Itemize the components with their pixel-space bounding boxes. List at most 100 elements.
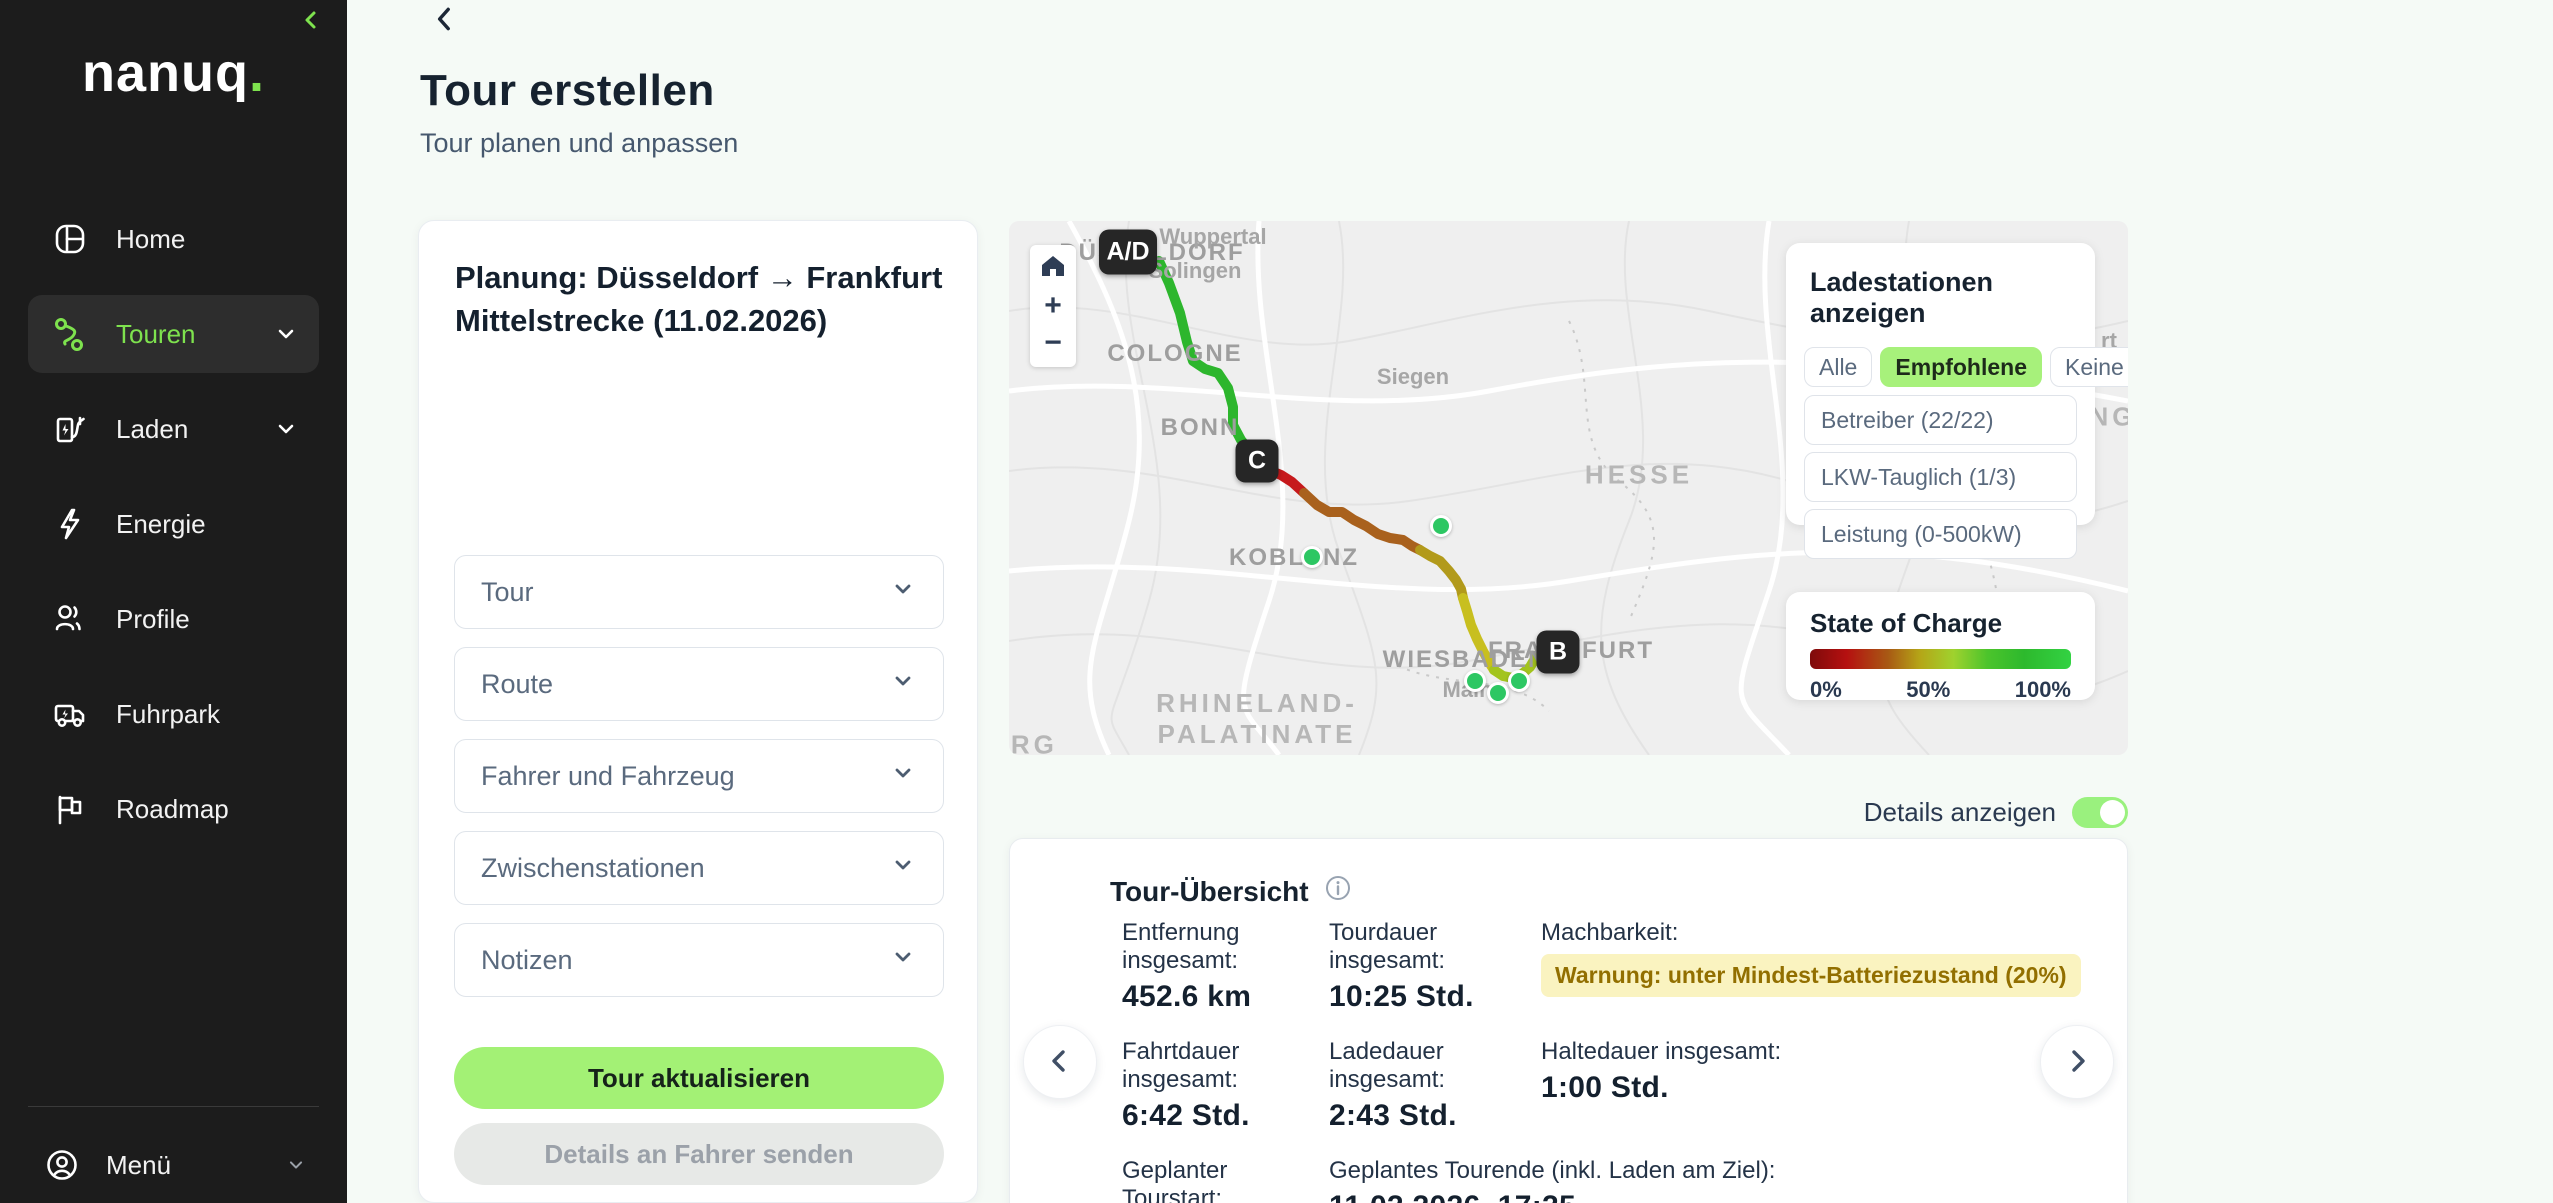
charging-station-dot[interactable] [1430,515,1452,537]
soc-tick-100: 100% [2014,677,2071,702]
accordion-fahrer-fahrzeug[interactable]: Fahrer und Fahrzeug [454,739,944,813]
overview-stats-grid: Entfernung insgesamt: 452.6 km Tourdauer… [1122,919,2082,1203]
chevron-down-icon [273,321,299,347]
accordion-label: Tour [481,576,534,607]
chevron-right-icon [2058,1042,2096,1083]
marker-stop-c[interactable]: C [1235,439,1279,483]
sidebar-item-label: Energie [116,508,206,539]
sidebar-menu-button[interactable]: Menü [28,1135,319,1195]
send-details-to-driver-button[interactable]: Details an Fahrer senden [454,1123,944,1185]
flag-icon [48,787,92,831]
filter-option-keine[interactable]: Keine [2049,347,2128,387]
filter-leistung-dropdown[interactable]: Leistung (0-500kW) [1804,509,2077,559]
sidebar-item-home[interactable]: Home [28,200,319,278]
overview-header: Tour-Übersicht [1110,873,1353,910]
update-tour-button[interactable]: Tour aktualisieren [454,1047,944,1109]
filter-options: Alle Empfohlene Keine [1804,347,2128,387]
ev-truck-icon [48,692,92,736]
charging-station-icon [48,407,92,451]
stat-fahrtdauer: Fahrtdauer insgesamt: 6:42 Std. [1122,1038,1250,1132]
sidebar-item-label: Fuhrpark [116,698,221,729]
accordion-tour[interactable]: Tour [454,555,944,629]
carousel-prev-button[interactable] [1023,1025,1097,1099]
sidebar-divider [28,1106,319,1107]
accordion-zwischenstationen[interactable]: Zwischenstationen [454,831,944,905]
sidebar-item-label: Touren [116,318,196,349]
sidebar-item-energie[interactable]: Energie [28,485,319,563]
stat-tourende: Geplantes Tourende (inkl. Laden am Ziel)… [1329,1157,1776,1203]
stat-ladedauer: Ladedauer insgesamt: 2:43 Std. [1329,1038,1457,1132]
sidebar-item-laden[interactable]: Laden [28,390,319,468]
filter-lkw-tauglich-dropdown[interactable]: LKW-Tauglich (1/3) [1804,452,2077,502]
details-toggle-row: Details anzeigen [1864,797,2128,828]
feasibility-warning-badge: Warnung: unter Mindest-Batteriezustand (… [1541,954,2081,997]
filter-option-empfohlene[interactable]: Empfohlene [1880,347,2042,387]
map-roads-layer [1009,221,2128,755]
charging-station-dot[interactable] [1508,670,1530,692]
stat-haltedauer: Haltedauer insgesamt: 1:00 Std. [1541,1038,1782,1104]
chevron-down-icon [889,759,917,794]
sidebar: nanuq. Home Touren [0,0,347,1203]
sidebar-nav: Home Touren Laden [0,200,347,865]
soc-tick-0: 0% [1810,677,1842,702]
sidebar-item-label: Laden [116,413,189,444]
accordion-route[interactable]: Route [454,647,944,721]
sidebar-item-roadmap[interactable]: Roadmap [28,770,319,848]
map-zoom-out-button[interactable]: − [1044,325,1062,359]
accordion-label: Notizen [481,944,573,975]
sidebar-item-profile[interactable]: Profile [28,580,319,658]
accordion-label: Fahrer und Fahrzeug [481,760,735,791]
soc-gradient-bar [1810,649,2071,669]
chevron-down-icon [273,416,299,442]
soc-tick-50: 50% [1906,677,1951,702]
soc-legend: State of Charge 0% 50% 100% [1786,592,2095,702]
map-home-button[interactable] [1040,254,1066,284]
charging-station-dot[interactable] [1487,682,1509,704]
map-canvas[interactable]: DÜSSELDORF Wuppertal Solingen COLOGNE BO… [1009,221,2128,755]
people-icon [48,597,92,641]
accordion-label: Route [481,668,554,699]
charging-station-dot[interactable] [1464,670,1486,692]
filter-betreiber-dropdown[interactable]: Betreiber (22/22) [1804,395,2077,445]
marker-start-end-ad[interactable]: A/D [1099,229,1157,275]
charging-filter-panel: Ladestationen anzeigen Alle Empfohlene K… [1786,243,2128,559]
filter-option-alle[interactable]: Alle [1804,347,1873,387]
chevron-down-icon [889,943,917,978]
route-icon [48,312,92,356]
filter-panel-title: Ladestationen anzeigen [1810,267,1994,328]
chevron-down-icon [285,1154,307,1176]
sidebar-item-label: Home [116,223,186,254]
marker-stop-b[interactable]: B [1536,630,1580,674]
planning-title: Planung: Düsseldorf → Frankfurt Mittelst… [455,260,943,338]
details-toggle[interactable] [2072,797,2128,828]
sidebar-item-label: Roadmap [116,793,229,824]
stat-machbarkeit: Machbarkeit: Warnung: unter Mindest-Batt… [1541,919,2082,1014]
carousel-next-button[interactable] [2040,1025,2114,1099]
chevron-down-icon [889,667,917,702]
back-button[interactable] [430,4,460,37]
page-title: Tour erstellen [420,66,715,115]
charging-station-dot[interactable] [1301,546,1323,568]
overview-title: Tour-Übersicht [1110,875,1309,907]
accordion-notizen[interactable]: Notizen [454,923,944,997]
chevron-left-icon [1041,1042,1079,1083]
info-icon[interactable] [1323,873,1353,910]
details-toggle-label: Details anzeigen [1863,797,2056,827]
sidebar-item-fuhrpark[interactable]: Fuhrpark [28,675,319,753]
stat-entfernung: Entfernung insgesamt: 452.6 km [1122,919,1252,1013]
sidebar-item-label: Profile [116,603,190,634]
lightning-icon [48,502,92,546]
toggle-knob [2100,800,2125,825]
dashboard-icon [48,217,92,261]
chevron-down-icon [889,575,917,610]
map-zoom-in-button[interactable]: + [1044,288,1062,322]
app-logo: nanuq. [82,43,265,103]
page-subtitle: Tour planen und anpassen [420,128,739,158]
chevron-left-icon [430,7,460,37]
sidebar-item-touren[interactable]: Touren [28,295,319,373]
map-controls: + − [1030,245,1076,367]
accordion-label: Zwischenstationen [481,852,705,883]
planning-card: Planung: Düsseldorf → Frankfurt Mittelst… [418,220,978,1203]
sidebar-collapse-button[interactable] [299,8,323,35]
